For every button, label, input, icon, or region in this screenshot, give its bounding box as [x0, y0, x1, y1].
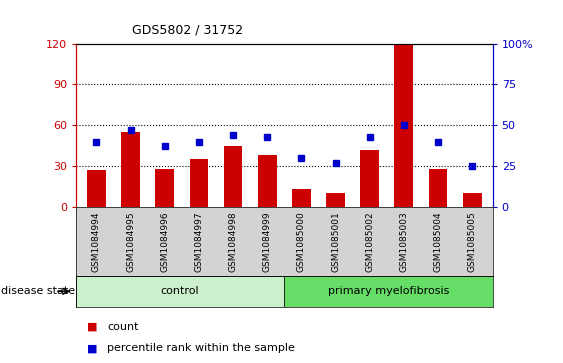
Bar: [155, 169, 174, 207]
Text: GSM1085001: GSM1085001: [331, 211, 340, 272]
Text: GSM1084996: GSM1084996: [160, 211, 169, 272]
Text: ■: ■: [87, 343, 98, 354]
Bar: [190, 159, 208, 207]
Text: GSM1084998: GSM1084998: [229, 211, 238, 272]
Text: GSM1084995: GSM1084995: [126, 211, 135, 272]
Text: GSM1085000: GSM1085000: [297, 211, 306, 272]
Text: percentile rank within the sample: percentile rank within the sample: [107, 343, 295, 354]
Text: GSM1085003: GSM1085003: [399, 211, 408, 272]
Text: GSM1084997: GSM1084997: [194, 211, 203, 272]
Text: GSM1085005: GSM1085005: [468, 211, 477, 272]
Bar: [87, 170, 106, 207]
Text: GSM1084999: GSM1084999: [263, 211, 272, 272]
Text: ■: ■: [87, 322, 98, 332]
Bar: [463, 193, 481, 207]
Bar: [292, 189, 311, 207]
Text: count: count: [107, 322, 138, 332]
Bar: [121, 132, 140, 207]
Text: disease state: disease state: [1, 286, 75, 296]
Text: GSM1085002: GSM1085002: [365, 211, 374, 272]
Text: GSM1085004: GSM1085004: [434, 211, 443, 272]
Bar: [224, 146, 243, 207]
Text: GDS5802 / 31752: GDS5802 / 31752: [132, 23, 243, 36]
Bar: [326, 193, 345, 207]
Bar: [284, 276, 493, 307]
Text: GSM1084994: GSM1084994: [92, 211, 101, 272]
Bar: [360, 150, 379, 207]
Bar: [428, 169, 448, 207]
Text: primary myelofibrosis: primary myelofibrosis: [328, 286, 449, 296]
Text: control: control: [161, 286, 199, 296]
Bar: [395, 44, 413, 207]
Bar: [258, 155, 276, 207]
Bar: [76, 276, 284, 307]
